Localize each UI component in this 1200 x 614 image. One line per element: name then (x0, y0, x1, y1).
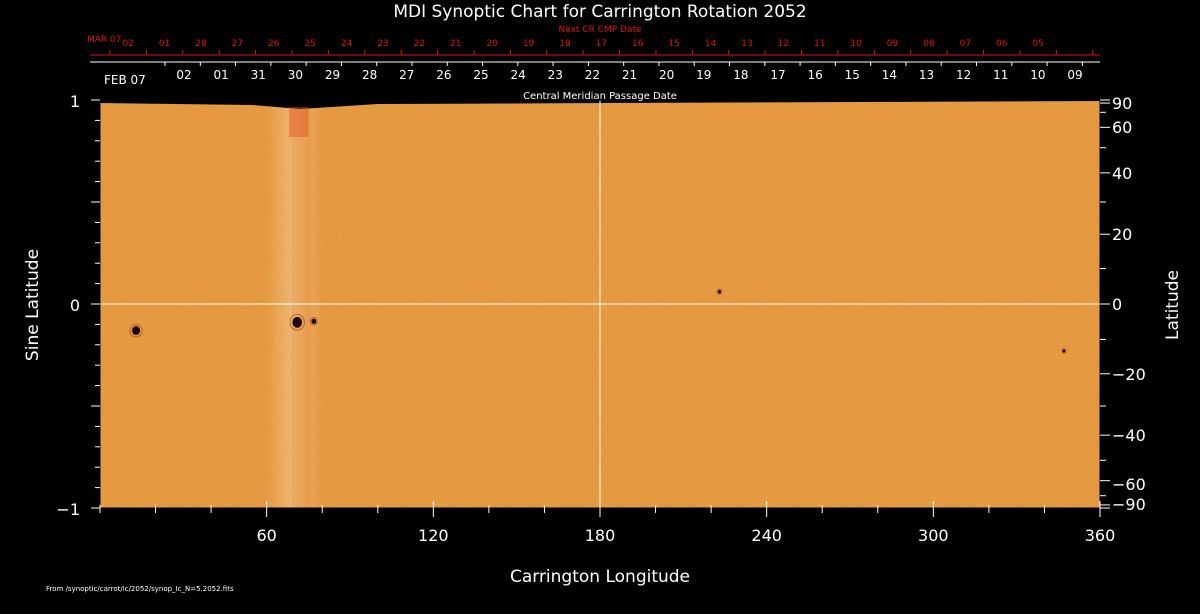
cmp-label: 17 (770, 68, 785, 82)
cmp-label: 27 (399, 68, 414, 82)
cmp-label: 24 (510, 68, 525, 82)
y-axis-label-left: Sine Latitude (23, 249, 43, 361)
sunspot-penumbra (289, 314, 305, 331)
next-cr-first-label: MAR 07 (87, 35, 122, 45)
right-tick-label: −90 (1112, 495, 1146, 514)
cmp-label: 20 (659, 68, 674, 82)
x-tick-label: 180 (585, 526, 616, 545)
right-tick-label: −60 (1112, 475, 1146, 494)
sunspot (717, 289, 722, 294)
right-tick-label: 90 (1112, 94, 1132, 113)
cmp-label: 21 (622, 68, 637, 82)
right-tick-label: −40 (1112, 426, 1146, 445)
next-cr-label: 21 (450, 39, 461, 49)
next-cr-label: 20 (486, 39, 498, 49)
sunspot-penumbra (716, 288, 723, 295)
cmp-label: 26 (436, 68, 451, 82)
next-cr-label: 23 (377, 39, 388, 49)
cmp-label: 22 (585, 68, 600, 82)
next-cr-label: 01 (159, 39, 170, 49)
cmp-label: 31 (251, 68, 266, 82)
y-axis-label-right: Latitude (1163, 270, 1183, 340)
x-tick-label: 120 (418, 526, 449, 545)
next-cr-axis-title: Next CR CMP Date (558, 25, 642, 35)
cmp-label: 15 (845, 68, 860, 82)
next-cr-label: 02 (122, 39, 133, 49)
next-cr-label: 25 (304, 39, 315, 49)
cmp-label: 25 (473, 68, 488, 82)
cmp-label: 01 (213, 68, 228, 82)
cmp-label: 16 (807, 68, 822, 82)
next-cr-label: 14 (705, 39, 717, 49)
next-cr-label: 22 (414, 39, 425, 49)
right-tick-label: 40 (1112, 164, 1132, 183)
x-tick-label: 240 (751, 526, 782, 545)
next-cr-label: 13 (741, 39, 752, 49)
cmp-label: 18 (733, 68, 748, 82)
cmp-label: 10 (1030, 68, 1045, 82)
cmp-label: 13 (919, 68, 934, 82)
left-tick-label: −1 (56, 500, 80, 519)
sunspot-penumbra (309, 316, 318, 326)
map-top-edge (100, 100, 1100, 109)
axes: 60 120 180 240 300 36010−1906040200−20−40−60−… (56, 35, 1145, 545)
sunspot (132, 326, 141, 336)
next-cr-label: 10 (850, 39, 862, 49)
next-cr-label: 17 (596, 39, 607, 49)
cmp-label: 29 (325, 68, 340, 82)
cmp-label: 23 (548, 68, 563, 82)
x-tick-label: 360 (1085, 526, 1116, 545)
left-tick-label: 1 (70, 92, 80, 111)
cmp-label: 09 (1067, 68, 1082, 82)
cmp-label: 14 (882, 68, 897, 82)
cmp-label: 12 (956, 68, 971, 82)
grid-lines (100, 100, 1100, 508)
right-tick-label: 20 (1112, 225, 1132, 244)
right-tick-label: 60 (1112, 118, 1132, 137)
next-cr-label: 06 (996, 39, 1008, 49)
right-tick-label: −20 (1112, 365, 1146, 384)
sunspot-penumbra (129, 323, 143, 338)
next-cr-label: 28 (195, 39, 207, 49)
sunspot (292, 316, 303, 328)
map-polar-artifact (288, 107, 309, 137)
next-cr-label: 05 (1032, 39, 1043, 49)
next-cr-label: 12 (778, 39, 789, 49)
cmp-label: 30 (288, 68, 303, 82)
next-cr-label: 11 (814, 39, 825, 49)
cmp-axis-title: Central Meridian Passage Date (523, 91, 677, 102)
sunspot (1062, 349, 1066, 353)
next-cr-label: 27 (232, 39, 243, 49)
x-axis-label: Carrington Longitude (510, 567, 690, 587)
next-cr-label: 08 (923, 39, 935, 49)
next-cr-label: 26 (268, 39, 280, 49)
chart-title: MDI Synoptic Chart for Carrington Rotati… (393, 2, 806, 22)
sunspots (129, 288, 1067, 354)
next-cr-label: 19 (523, 39, 535, 49)
cmp-label: 02 (176, 68, 191, 82)
cmp-label: 11 (993, 68, 1008, 82)
next-cr-label: 18 (559, 39, 571, 49)
sunspot-penumbra (1061, 348, 1067, 354)
source-footer: From /synoptic/carrot/ic/2052/synop_Ic_N… (46, 585, 234, 593)
right-tick-label: 0 (1112, 295, 1122, 314)
cmp-label: 19 (696, 68, 711, 82)
left-tick-label: 0 (70, 296, 80, 315)
next-cr-label: 16 (632, 39, 644, 49)
next-cr-label: 09 (887, 39, 899, 49)
cmp-first-label: FEB 07 (104, 73, 146, 87)
next-cr-label: 24 (341, 39, 353, 49)
sunspot (311, 318, 317, 325)
next-cr-label: 07 (960, 39, 971, 49)
next-cr-label: 15 (668, 39, 679, 49)
cmp-label: 28 (362, 68, 377, 82)
x-tick-label: 60 (256, 526, 276, 545)
x-tick-label: 300 (918, 526, 949, 545)
